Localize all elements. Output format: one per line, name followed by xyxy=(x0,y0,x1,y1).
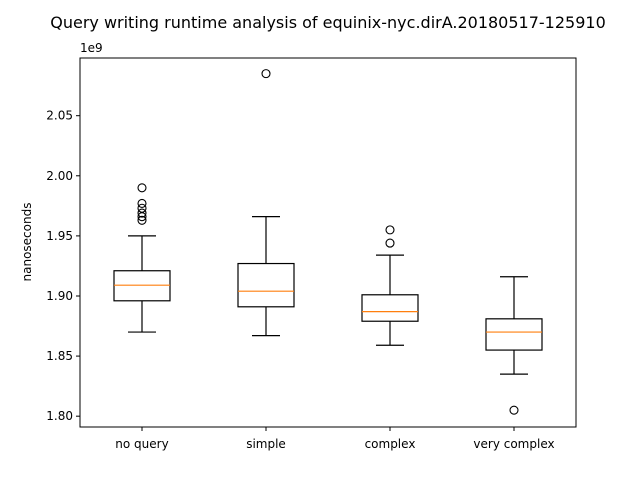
box-very-complex xyxy=(485,318,543,351)
y-tick-label: 1.90 xyxy=(46,289,73,303)
box-no-query xyxy=(113,270,171,302)
flier-no-query-3 xyxy=(137,208,147,218)
flier-no-query-4 xyxy=(137,212,147,222)
flier-no-query-5 xyxy=(137,215,147,225)
y-tick-label: 1.80 xyxy=(46,409,73,423)
x-tick-label: no query xyxy=(115,437,168,451)
flier-no-query-1 xyxy=(137,198,147,208)
x-tick-label: simple xyxy=(246,437,286,451)
flier-simple-0 xyxy=(261,69,271,79)
chart-title: Query writing runtime analysis of equini… xyxy=(50,13,606,32)
y-tick-label: 2.00 xyxy=(46,169,73,183)
box-simple xyxy=(237,262,295,308)
y-tick-label: 2.05 xyxy=(46,109,73,123)
plot-area: 1.80 1.85 1.90 1.95 2.00 2.05 no query simple co… xyxy=(46,57,577,451)
box-complex xyxy=(361,294,419,322)
flier-complex-0 xyxy=(385,225,395,235)
axes-frame xyxy=(79,57,577,428)
y-tick-label: 1.85 xyxy=(46,349,73,363)
flier-very-complex-0 xyxy=(509,405,519,415)
flier-no-query-0 xyxy=(137,183,147,193)
x-tick-label: complex xyxy=(365,437,416,451)
flier-complex-1 xyxy=(385,238,395,248)
y-axis-offset-label: 1e9 xyxy=(80,41,103,55)
y-tick-label: 1.95 xyxy=(46,229,73,243)
x-tick-label: very complex xyxy=(473,437,554,451)
y-axis-label: nanoseconds xyxy=(20,203,34,282)
